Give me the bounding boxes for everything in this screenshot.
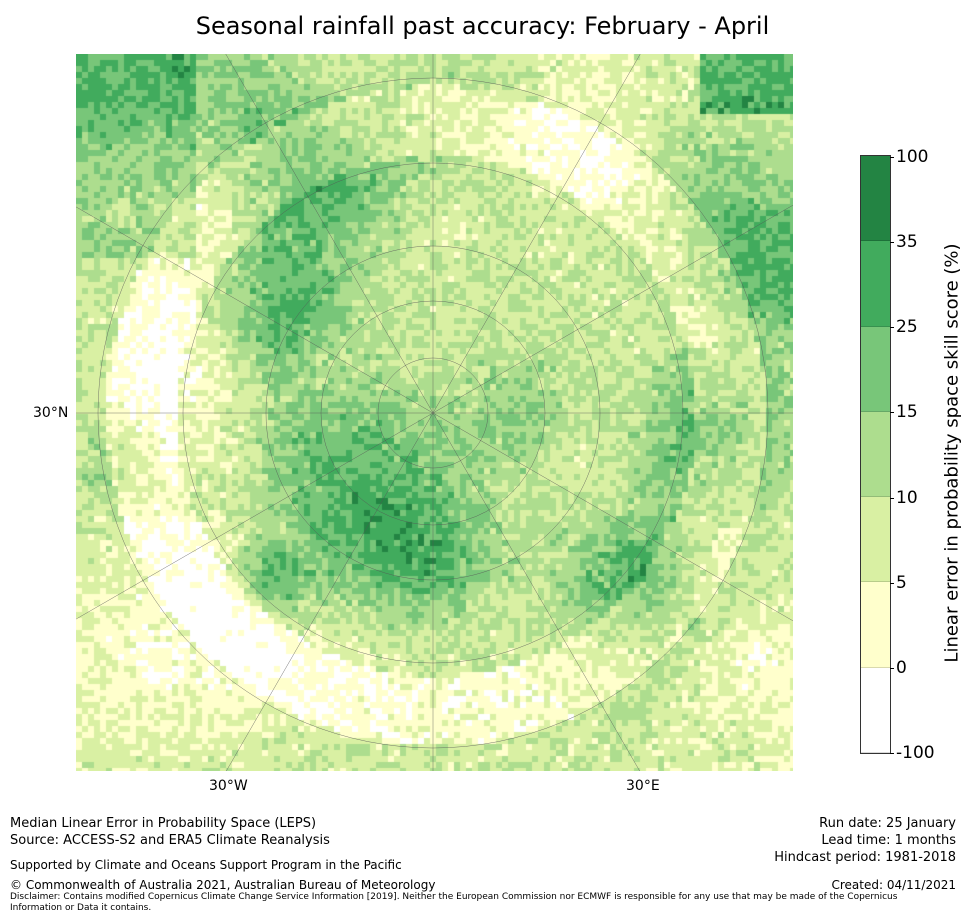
colorbar	[860, 155, 891, 754]
colorbar-tick: 10	[890, 488, 918, 508]
colorbar-label: Linear error in probability space skill …	[941, 243, 963, 663]
created-date: Created: 04/11/2021	[831, 878, 956, 892]
copyright-text: © Commonwealth of Australia 2021, Austra…	[10, 878, 436, 892]
lead-time: Lead time: 1 months	[821, 833, 956, 848]
longitude-line	[226, 412, 434, 771]
source-text: Source: ACCESS-S2 and ERA5 Climate Reana…	[10, 833, 330, 848]
longitude-line	[432, 204, 793, 414]
run-date: Run date: 25 January	[819, 816, 956, 831]
lat-label-30n: 30°N	[33, 405, 69, 421]
hindcast-period: Hindcast period: 1981-2018	[774, 850, 956, 865]
colorbar-bin	[861, 582, 890, 668]
graticule	[76, 54, 793, 771]
chart-title: Seasonal rainfall past accuracy: Februar…	[195, 12, 770, 40]
skill-score-map	[76, 54, 793, 771]
colorbar-bin	[861, 156, 890, 242]
longitude-line	[432, 54, 641, 414]
colorbar-bin	[861, 667, 890, 753]
skill-score-field	[76, 54, 793, 771]
lon-label-30w: 30°W	[209, 778, 248, 794]
longitude-line	[225, 54, 434, 414]
longitude-line	[76, 412, 434, 620]
colorbar-bin	[861, 411, 890, 498]
colorbar-tick: 35	[890, 232, 918, 252]
disclaimer-text: Disclaimer: Contains modified Copernicus…	[10, 892, 898, 913]
colorbar-bin	[861, 326, 890, 412]
method-text: Median Linear Error in Probability Space…	[10, 816, 317, 831]
longitude-line	[432, 412, 640, 771]
colorbar-tick: 25	[890, 317, 918, 337]
colorbar-tick: 100	[889, 147, 929, 167]
colorbar-tick: 5	[890, 573, 907, 593]
colorbar-bin	[861, 241, 890, 327]
longitude-line	[432, 412, 793, 622]
lon-label-30e: 30°E	[626, 778, 660, 794]
colorbar-bin	[861, 497, 890, 583]
colorbar-tick: 0	[890, 658, 907, 678]
longitude-line	[76, 206, 434, 414]
colorbar-tick: 15	[890, 402, 918, 422]
support-text: Supported by Climate and Oceans Support …	[10, 858, 402, 872]
colorbar-tick: -100	[890, 743, 935, 763]
